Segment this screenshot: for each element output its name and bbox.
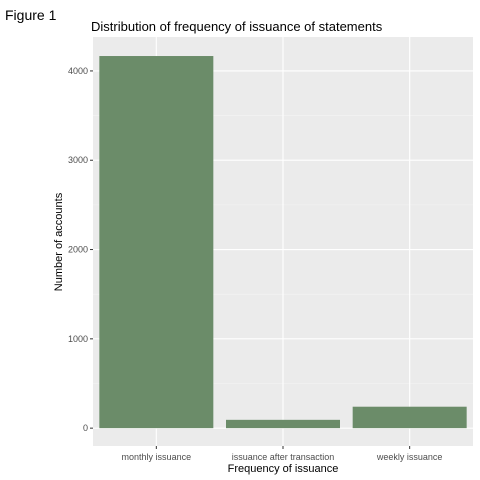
y-tick-label: 1000 bbox=[68, 334, 88, 344]
bar-monthly-issuance bbox=[99, 56, 214, 429]
x-tick-label: weekly issuance bbox=[376, 452, 443, 462]
x-axis: monthly issuance issuance after transacti… bbox=[122, 446, 443, 462]
y-tick-label: 2000 bbox=[68, 245, 88, 255]
y-axis-title: Number of accounts bbox=[53, 192, 65, 291]
x-tick-label: issuance after transaction bbox=[232, 452, 335, 462]
y-tick-label: 0 bbox=[83, 423, 88, 433]
bars bbox=[99, 56, 467, 429]
x-tick-label: monthly issuance bbox=[122, 452, 192, 462]
y-tick-label: 3000 bbox=[68, 155, 88, 165]
chart-title: Distribution of frequency of issuance of… bbox=[91, 19, 383, 34]
figure-label: Figure 1 bbox=[5, 7, 57, 23]
y-tick-label: 4000 bbox=[68, 66, 88, 76]
bar-issuance-after-transaction bbox=[226, 419, 340, 429]
x-axis-title: Frequency of issuance bbox=[228, 463, 339, 475]
bar-weekly-issuance bbox=[352, 406, 467, 429]
y-axis: 0 1000 2000 3000 4000 bbox=[68, 66, 93, 433]
